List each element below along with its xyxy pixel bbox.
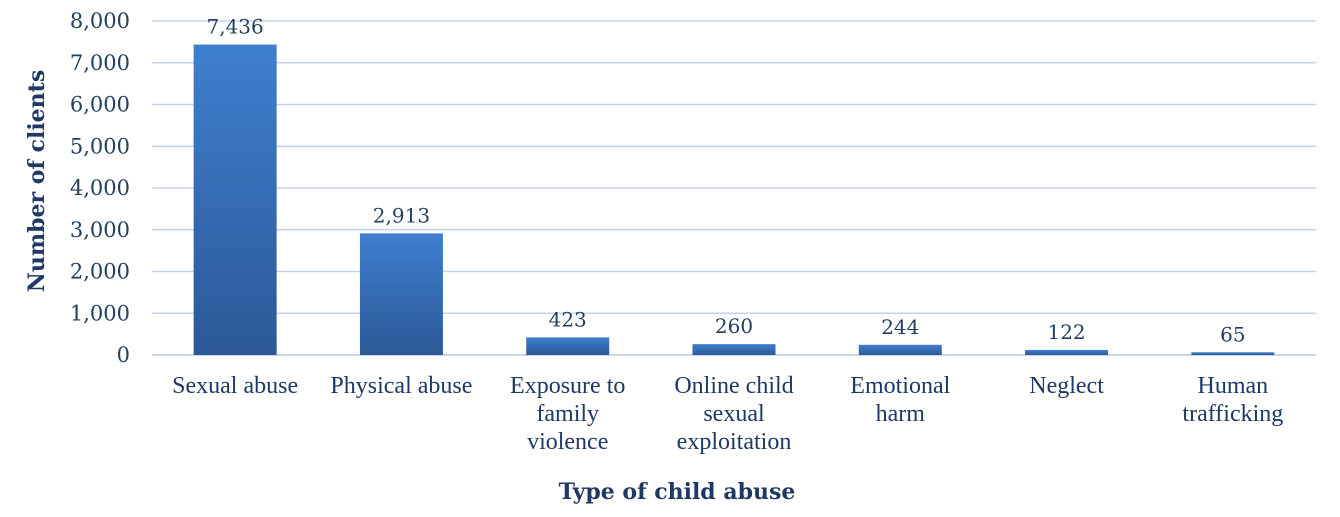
x-tick-label: Physical abuse — [330, 373, 472, 399]
y-axis-title: Number of clients — [24, 70, 50, 292]
bar — [1191, 352, 1275, 355]
x-tick-label: Neglect — [1029, 373, 1104, 399]
y-tick-label: 8,000 — [70, 9, 130, 33]
y-tick-label: 0 — [117, 343, 130, 367]
data-label: 260 — [715, 314, 753, 338]
x-tick-label: Human trafficking — [1182, 373, 1283, 427]
bar — [526, 337, 610, 355]
y-tick-label: 4,000 — [70, 176, 130, 200]
y-axis-ticks: 0 1,000 2,000 3,000 4,000 5,000 6,000 7,000 8,00… — [70, 9, 130, 367]
data-labels: 7,436 2,913 423 260 244 122 65 — [207, 15, 1246, 347]
data-label: 65 — [1220, 322, 1245, 346]
bar — [359, 233, 443, 355]
data-label: 122 — [1047, 320, 1085, 344]
y-tick-label: 2,000 — [70, 260, 130, 284]
bar — [692, 344, 776, 355]
x-tick-label: Online child sexual exploitation — [674, 373, 793, 455]
data-label: 423 — [549, 307, 587, 331]
y-tick-label: 5,000 — [70, 134, 130, 158]
data-label: 7,436 — [207, 15, 264, 39]
data-label: 2,913 — [373, 203, 430, 227]
bar — [1025, 349, 1109, 355]
bars — [193, 44, 1275, 356]
y-tick-label: 6,000 — [70, 93, 130, 117]
bar — [858, 344, 942, 355]
bar — [193, 44, 277, 356]
y-tick-label: 3,000 — [70, 218, 130, 242]
x-tick-label: Sexual abuse — [172, 373, 298, 399]
data-label: 244 — [881, 315, 919, 339]
x-tick-label: Emotional harm — [850, 373, 950, 427]
x-axis-categories: Sexual abuse Physical abuse Exposure to fam… — [172, 373, 1283, 455]
y-tick-label: 1,000 — [70, 301, 130, 325]
gridlines — [152, 20, 1316, 356]
x-axis-title: Type of child abuse — [559, 479, 796, 505]
x-tick-label: Exposure to family violence — [510, 373, 625, 455]
y-tick-label: 7,000 — [70, 51, 130, 75]
